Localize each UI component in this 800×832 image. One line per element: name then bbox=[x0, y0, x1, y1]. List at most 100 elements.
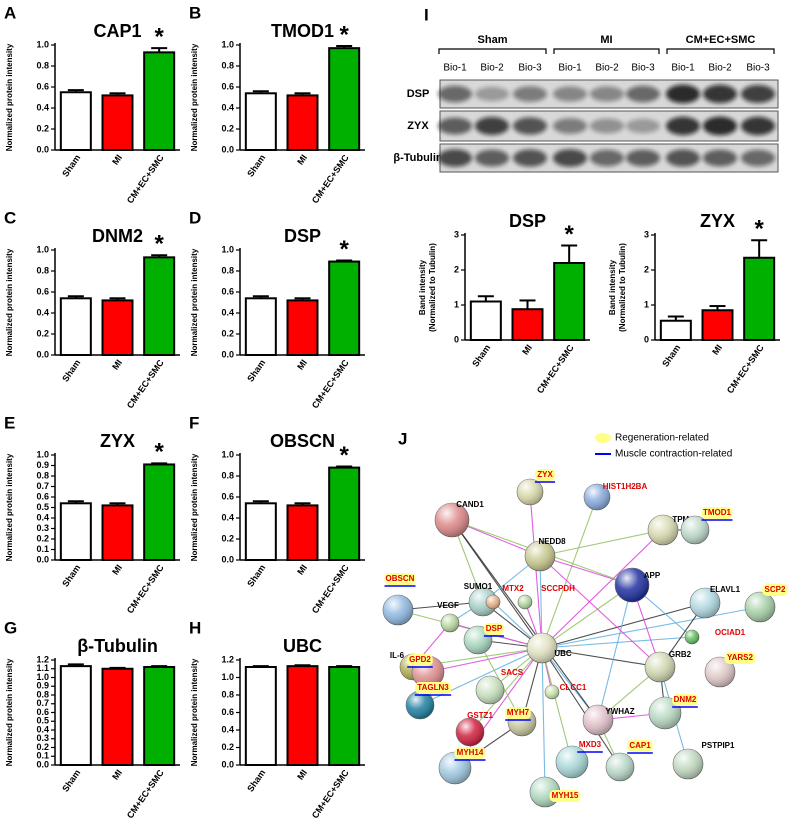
regeneration-highlight bbox=[483, 623, 505, 635]
y-tick-label: 0 bbox=[644, 334, 649, 344]
node-shine bbox=[545, 685, 559, 699]
y-tick-label: 0.0 bbox=[221, 759, 234, 769]
blot-band bbox=[626, 118, 660, 134]
node-shine bbox=[584, 484, 610, 510]
error-bar bbox=[561, 244, 578, 263]
node-label: APP bbox=[644, 571, 661, 580]
bar bbox=[286, 94, 319, 151]
panel-letter: F bbox=[189, 413, 199, 432]
blot-band bbox=[513, 117, 547, 135]
error-bar bbox=[67, 89, 84, 93]
x-tick-label: CM+EC+SMC bbox=[125, 152, 166, 205]
y-tick-label: 0.8 bbox=[36, 689, 49, 699]
y-tick-label: 0.4 bbox=[36, 724, 49, 734]
error-bar bbox=[109, 502, 126, 506]
blot-lane-label: Bio-3 bbox=[518, 63, 542, 74]
x-tick-label: CM+EC+SMC bbox=[125, 357, 166, 410]
blot-band bbox=[513, 86, 547, 102]
y-axis-label: Normalized protein intensity bbox=[190, 453, 199, 561]
node-shine bbox=[527, 633, 557, 663]
node-label: VEGF bbox=[437, 601, 459, 610]
node-label: CAP1 bbox=[629, 741, 651, 750]
x-tick-label: Sham bbox=[60, 563, 82, 589]
network-edge bbox=[539, 555, 661, 668]
y-tick-label: 1.0 bbox=[36, 672, 49, 682]
node-label: SCCPDH bbox=[541, 584, 575, 593]
error-bar bbox=[151, 47, 168, 53]
y-tick-label: 0.0 bbox=[36, 144, 49, 154]
y-tick-label: 0.1 bbox=[36, 544, 49, 554]
y-tick-label: 0.6 bbox=[36, 491, 49, 501]
y-tick-label: 0.0 bbox=[221, 349, 234, 359]
error-bar bbox=[252, 295, 269, 299]
error-bar bbox=[294, 92, 311, 96]
panel-letter: C bbox=[4, 208, 16, 227]
node-label: TAGLN3 bbox=[417, 683, 449, 692]
y-tick-label: 0.8 bbox=[221, 470, 234, 480]
chart-title: TMOD1 bbox=[271, 21, 334, 41]
panel-letter: A bbox=[4, 3, 16, 22]
network-edge bbox=[451, 519, 599, 721]
node-label: PSTPIP1 bbox=[702, 741, 735, 750]
x-tick-label: CM+EC+SMC bbox=[725, 342, 766, 395]
y-tick-label: 0.4 bbox=[221, 307, 234, 317]
y-tick-label: 0.4 bbox=[36, 307, 49, 317]
y-tick-label: 0.4 bbox=[36, 102, 49, 112]
network-edge bbox=[541, 606, 761, 649]
network-edge bbox=[539, 555, 543, 649]
blot-band bbox=[475, 117, 509, 135]
node-label: MYH7 bbox=[507, 708, 530, 717]
y-tick-label: 0.8 bbox=[221, 60, 234, 70]
blot-band bbox=[703, 84, 737, 104]
node-label: SACS bbox=[501, 668, 524, 677]
error-bar bbox=[151, 254, 168, 258]
chart-title: DSP bbox=[509, 211, 546, 231]
network-edge bbox=[597, 584, 633, 721]
regeneration-highlight bbox=[407, 654, 433, 666]
regeneration-highlight bbox=[549, 790, 581, 802]
y-tick-label: 0.4 bbox=[221, 724, 234, 734]
y-tick-label: 3 bbox=[454, 229, 459, 239]
regeneration-highlight bbox=[672, 694, 698, 706]
significance-mark: * bbox=[339, 442, 349, 469]
node-shine bbox=[615, 568, 649, 602]
y-axis-label: Band intensity bbox=[418, 259, 427, 315]
node-shine bbox=[525, 541, 555, 571]
y-tick-label: 0.1 bbox=[36, 751, 49, 761]
error-bar bbox=[252, 665, 269, 668]
panel-letter: D bbox=[189, 208, 201, 227]
y-tick-label: 0.6 bbox=[36, 707, 49, 717]
y-tick-label: 0.2 bbox=[221, 123, 234, 133]
network-edge bbox=[541, 602, 706, 649]
bar bbox=[244, 502, 277, 561]
y-axis-label: (Normalized to Tubulin) bbox=[428, 243, 437, 332]
x-tick-label: Sham bbox=[60, 358, 82, 384]
significance-mark: * bbox=[154, 439, 164, 466]
y-tick-label: 0.2 bbox=[36, 328, 49, 338]
y-axis-label: Normalized protein intensity bbox=[190, 248, 199, 356]
bar bbox=[59, 665, 92, 766]
y-tick-label: 0.2 bbox=[221, 328, 234, 338]
chart-title: ZYX bbox=[700, 211, 735, 231]
y-tick-label: 0.6 bbox=[221, 707, 234, 717]
node-label: OCIAD1 bbox=[715, 628, 746, 637]
blot-lane-label: Bio-2 bbox=[708, 63, 732, 74]
network-edge bbox=[541, 647, 621, 768]
y-tick-label: 1.0 bbox=[221, 672, 234, 682]
error-bar bbox=[67, 663, 84, 667]
error-bar bbox=[67, 295, 84, 299]
blot-bracket bbox=[553, 48, 660, 54]
x-tick-label: MI bbox=[295, 563, 309, 577]
x-tick-label: Sham bbox=[245, 153, 267, 179]
network-edge bbox=[427, 647, 543, 673]
x-tick-label: MI bbox=[295, 153, 309, 167]
y-tick-label: 1 bbox=[644, 299, 649, 309]
bar bbox=[101, 94, 134, 151]
blot-band bbox=[703, 116, 737, 136]
x-tick-label: MI bbox=[110, 563, 124, 577]
blot-bracket bbox=[438, 48, 547, 54]
legend-swatch bbox=[595, 433, 611, 443]
panel-letter: E bbox=[4, 413, 15, 432]
y-tick-label: 1.0 bbox=[221, 39, 234, 49]
